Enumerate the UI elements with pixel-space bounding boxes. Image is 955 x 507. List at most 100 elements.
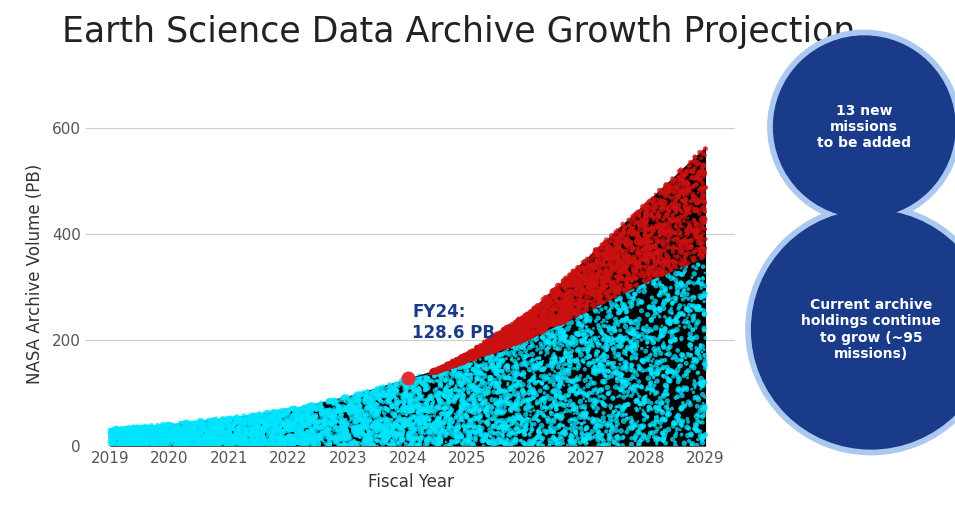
Point (265, 414, 281, 422)
Point (427, 367, 442, 375)
Point (496, 331, 511, 339)
Point (214, 440, 229, 448)
Point (588, 275, 604, 283)
Point (519, 404, 534, 412)
Point (687, 293, 702, 301)
Point (515, 386, 530, 394)
Point (117, 435, 132, 443)
Point (502, 406, 518, 414)
Point (603, 237, 618, 245)
Point (697, 364, 712, 372)
Point (511, 321, 526, 329)
Point (456, 351, 472, 359)
Point (568, 282, 584, 290)
Point (305, 416, 320, 424)
Point (530, 439, 545, 447)
Point (257, 413, 272, 421)
Point (599, 251, 614, 260)
Point (668, 218, 684, 226)
Point (629, 262, 645, 270)
Point (598, 372, 613, 380)
Point (308, 430, 324, 439)
Point (353, 415, 369, 423)
Point (316, 410, 331, 418)
Point (473, 349, 488, 357)
Point (443, 431, 458, 439)
Point (169, 442, 184, 450)
Point (579, 424, 594, 432)
Point (640, 343, 655, 351)
Point (313, 409, 329, 417)
Point (689, 174, 704, 183)
Point (528, 308, 543, 316)
Point (485, 335, 500, 343)
Point (480, 411, 496, 419)
Point (454, 401, 469, 409)
Point (403, 423, 418, 431)
Point (689, 229, 704, 237)
Point (249, 415, 265, 423)
Point (573, 293, 588, 301)
Point (137, 433, 152, 441)
Point (695, 150, 711, 158)
Point (574, 403, 589, 411)
Point (560, 295, 575, 303)
Point (255, 430, 270, 438)
Point (561, 313, 576, 321)
Point (223, 423, 239, 431)
Point (647, 271, 663, 279)
Point (156, 432, 171, 441)
Point (320, 428, 335, 437)
Point (135, 428, 150, 436)
Point (500, 372, 516, 380)
Point (588, 251, 604, 259)
Point (125, 436, 140, 444)
Point (575, 322, 590, 330)
Point (238, 427, 253, 436)
Point (696, 377, 711, 385)
Point (301, 402, 316, 410)
Point (544, 298, 560, 306)
Point (558, 280, 573, 288)
Point (430, 392, 445, 400)
Point (131, 434, 146, 442)
Point (263, 426, 278, 434)
Point (497, 343, 512, 351)
Point (523, 321, 539, 329)
Point (198, 434, 213, 442)
Point (378, 390, 393, 399)
Point (260, 422, 275, 430)
Point (213, 426, 228, 434)
Point (448, 438, 463, 446)
Point (191, 417, 206, 425)
Point (433, 439, 448, 447)
Point (129, 428, 144, 437)
Point (308, 405, 324, 413)
Point (582, 360, 597, 369)
Point (449, 356, 464, 365)
Point (465, 347, 480, 355)
Point (463, 407, 478, 415)
Point (501, 350, 517, 358)
Point (248, 411, 264, 419)
Point (595, 249, 610, 257)
Point (185, 429, 201, 438)
Point (486, 343, 501, 351)
Point (588, 385, 604, 393)
Point (251, 429, 266, 437)
Point (563, 283, 579, 291)
Point (645, 195, 660, 203)
Point (625, 230, 640, 238)
Point (488, 334, 503, 342)
Point (589, 279, 605, 287)
Point (530, 307, 545, 315)
Point (412, 375, 427, 383)
Point (133, 432, 148, 440)
Point (667, 263, 682, 271)
Point (681, 167, 696, 175)
Point (644, 316, 659, 324)
Point (515, 360, 530, 369)
Point (445, 360, 460, 368)
Point (519, 411, 534, 419)
Point (307, 431, 322, 440)
